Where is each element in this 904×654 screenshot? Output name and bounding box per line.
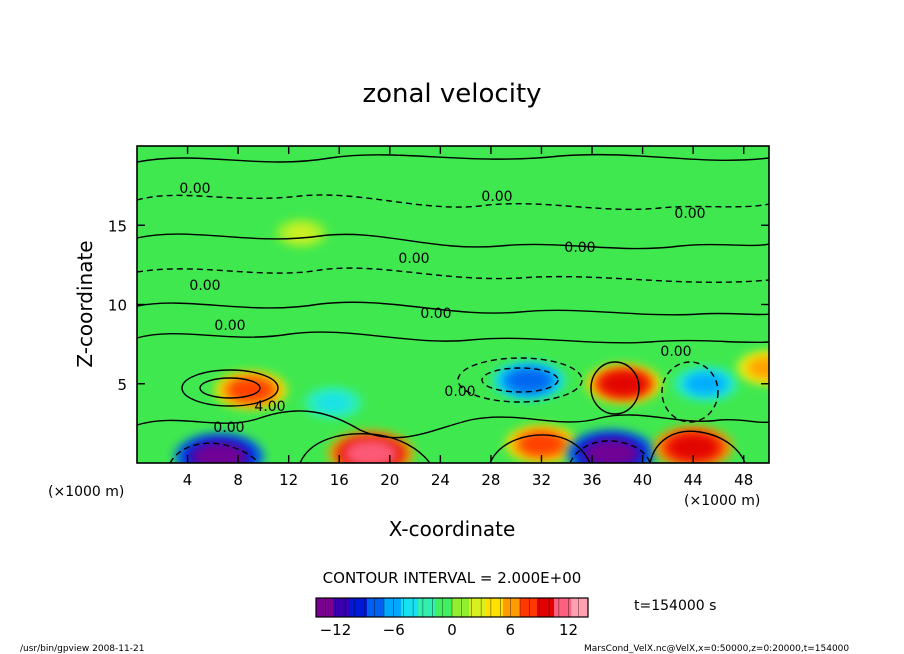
y-tick-label: 15 (108, 217, 127, 235)
contour-label-group: 0.00 0.00 0.00 0.00 0.00 0.00 0.00 0.00 0.00 0.00… (179, 181, 705, 436)
field-blob (685, 373, 727, 395)
y-axis: 5 10 15 (108, 217, 769, 394)
field-blob (748, 357, 769, 379)
x-unit-left: (×1000 m) (48, 484, 124, 500)
x-tick-label: 40 (633, 471, 652, 489)
colorbar-swatch (520, 598, 538, 617)
field-blob (314, 393, 352, 413)
footer-left: /usr/bin/gpview 2008-11-21 (20, 644, 144, 654)
colorbar-swatch (486, 598, 504, 617)
time-label: t=154000 s (634, 598, 716, 614)
x-axis: 4 8 12 16 20 24 28 32 36 40 44 48 (183, 146, 753, 489)
colorbar-swatch (418, 598, 436, 617)
contour-label: 0.00 (420, 306, 451, 322)
y-axis-label: Z-coordinate (73, 240, 97, 367)
colorbar-tick-label: −6 (383, 621, 405, 639)
plot-area (137, 146, 769, 463)
colorbar-tick-label: 0 (447, 621, 457, 639)
x-axis-label: X-coordinate (389, 517, 516, 541)
colorbar-swatch (333, 598, 351, 617)
contour-label: 0.00 (481, 189, 512, 205)
contour-label: 4.00 (254, 399, 285, 415)
contour-label: 0.00 (660, 344, 691, 360)
colorbar-swatch (571, 598, 589, 617)
colorbar-tick-label: 12 (559, 621, 578, 639)
colorbar-frame (315, 597, 589, 618)
x-tick-label: 16 (330, 471, 349, 489)
colorbar-swatch (554, 598, 572, 617)
x-tick-label: 8 (233, 471, 243, 489)
field-blob (518, 432, 565, 456)
contour-label: 0.00 (179, 181, 210, 197)
plot-background (137, 146, 769, 463)
colorbar-swatch (316, 598, 334, 617)
colorbar-swatch (503, 598, 521, 617)
field-blob (506, 368, 552, 393)
field-blob (343, 439, 399, 463)
velocity-field (174, 220, 769, 463)
contour-label: 0.00 (213, 420, 244, 436)
x-tick-label: 12 (279, 471, 298, 489)
colorbar-swatch (469, 598, 487, 617)
chart-title: zonal velocity (362, 79, 541, 109)
x-tick-label: 24 (431, 471, 450, 489)
x-tick-label: 32 (532, 471, 551, 489)
colorbar-swatch (401, 598, 419, 617)
colorbar-swatch (435, 598, 453, 617)
colorbar-swatch (367, 598, 385, 617)
x-tick-label: 44 (684, 471, 703, 489)
field-blob (582, 438, 640, 463)
x-tick-label: 48 (734, 471, 753, 489)
contour-interval: CONTOUR INTERVAL = 2.000E+00 (323, 569, 582, 587)
field-blob (668, 434, 719, 461)
colorbar-swatch (350, 598, 368, 617)
contour-lines (137, 153, 769, 463)
contour-label: 0.00 (674, 206, 705, 222)
y-tick-label: 5 (117, 376, 127, 394)
field-blob (227, 378, 274, 402)
colorbar-tick-label: 6 (506, 621, 516, 639)
colorbar-swatch (537, 598, 555, 617)
colorbar-swatch (384, 598, 402, 617)
colorbar: −12 −6 0 6 12 (315, 597, 589, 639)
x-tick-label: 36 (582, 471, 601, 489)
y-tick-label: 10 (108, 297, 127, 315)
field-blob (599, 371, 648, 397)
footer-right: MarsCond_VelX.nc@VelX,x=0:50000,z=0:2000… (584, 644, 849, 654)
x-tick-label: 20 (380, 471, 399, 489)
contour-label: 0.00 (189, 278, 220, 294)
contour-label: 0.00 (398, 251, 429, 267)
contour-label: 0.00 (214, 318, 245, 334)
contour-label: 0.00 (444, 384, 475, 400)
colorbar-swatch (452, 598, 470, 617)
x-unit-right: (×1000 m) (684, 493, 760, 509)
field-blob (190, 441, 248, 463)
colorbar-tick-label: −12 (320, 621, 352, 639)
contour-label: 0.00 (564, 240, 595, 256)
x-tick-label: 4 (183, 471, 193, 489)
x-tick-label: 28 (481, 471, 500, 489)
